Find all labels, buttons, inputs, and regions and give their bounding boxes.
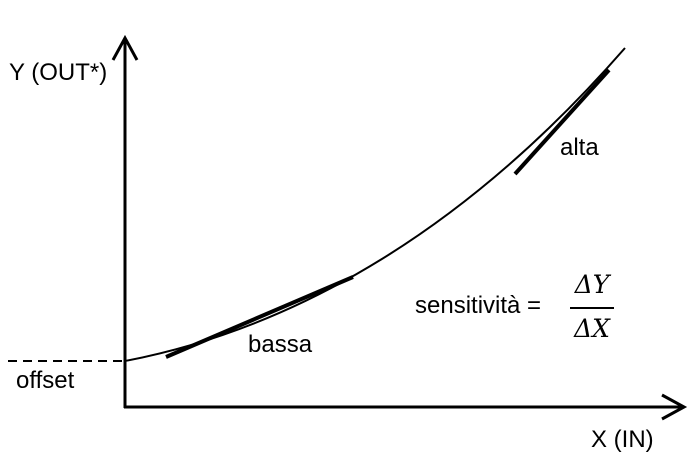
x-axis-label: X (IN) <box>591 426 654 453</box>
formula-denominator: ΔX <box>574 314 610 343</box>
high-sensitivity-tangent <box>513 68 611 176</box>
y-axis-arrowhead <box>111 34 139 61</box>
low-sensitivity-label: bassa <box>248 331 313 358</box>
formula-numerator: ΔY <box>574 270 610 299</box>
x-axis-arrowhead <box>661 393 688 421</box>
sensitivity-formula-text: sensitività = <box>415 292 542 319</box>
y-axis-label: Y (OUT*) <box>9 59 108 86</box>
response-curve <box>124 47 626 362</box>
low-sensitivity-tangent <box>165 275 354 359</box>
offset-label: offset <box>16 367 75 394</box>
high-sensitivity-label: alta <box>560 134 599 161</box>
